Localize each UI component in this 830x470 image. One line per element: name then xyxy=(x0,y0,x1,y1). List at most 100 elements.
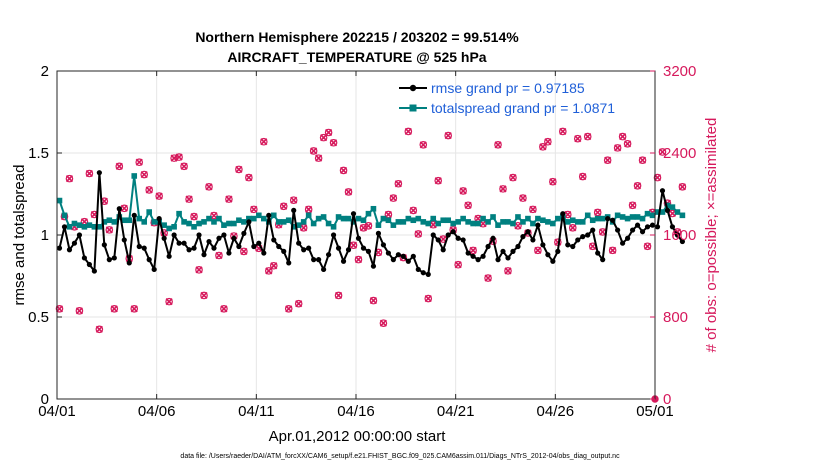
totalspread-point xyxy=(495,222,501,228)
rmse-point xyxy=(261,250,267,256)
rmse-point xyxy=(176,240,182,246)
rmse-point xyxy=(126,260,132,266)
obs-assimilated-marker xyxy=(678,183,686,191)
obs-possible-marker xyxy=(444,131,452,140)
rmse-point xyxy=(111,255,117,261)
obs-count-point xyxy=(469,246,477,255)
obs-count-point xyxy=(339,166,348,175)
totalspread-point xyxy=(450,220,456,227)
totalspread-point xyxy=(550,220,556,227)
obs-count-point xyxy=(130,304,139,313)
obs-possible-marker xyxy=(494,141,502,149)
legend-rmse-marker xyxy=(409,84,417,92)
obs-possible-marker xyxy=(195,266,203,274)
obs-count-point xyxy=(364,221,373,230)
obs-possible-marker xyxy=(115,162,124,171)
rmse-point xyxy=(345,247,352,253)
rmse-point xyxy=(286,260,292,266)
obs-possible-marker xyxy=(289,196,298,204)
totalspread-point xyxy=(520,219,526,225)
obs-possible-marker xyxy=(618,132,627,141)
obs-possible-marker xyxy=(344,188,353,196)
obs-assimilated-marker xyxy=(394,180,402,188)
rmse-point xyxy=(585,232,591,238)
totalspread-point xyxy=(644,210,651,217)
totalspread-point xyxy=(191,224,197,230)
obs-count-point xyxy=(155,192,163,200)
rmse-point xyxy=(525,229,531,235)
legend-spread-label: totalspread grand pr = 1.0871 xyxy=(431,100,615,116)
obs-possible-marker xyxy=(85,169,94,178)
obs-count-point xyxy=(658,148,667,156)
obs-assimilated-marker xyxy=(549,178,557,186)
rmse-point xyxy=(639,229,646,235)
rmse-point xyxy=(400,253,406,259)
obs-assimilated-marker xyxy=(614,144,622,152)
obs-assimilated-marker xyxy=(354,256,363,264)
obs-assimilated-marker xyxy=(285,305,293,313)
totalspread-point xyxy=(256,212,262,219)
totalspread-point xyxy=(246,215,252,222)
chart-title-line-1: Northern Hemisphere 202215 / 203202 = 99… xyxy=(195,29,519,45)
obs-assimilated-marker xyxy=(519,194,527,202)
rmse-point xyxy=(465,250,471,256)
obs-count-point xyxy=(329,138,338,147)
rmse-point xyxy=(281,248,287,254)
obs-possible-marker xyxy=(220,304,228,313)
totalspread-point xyxy=(599,215,606,222)
rmse-point xyxy=(555,248,561,254)
rmse-point xyxy=(91,268,97,274)
rmse-point xyxy=(360,245,367,251)
rmse-point xyxy=(256,240,262,246)
rmse-point xyxy=(330,232,337,238)
totalspread-point xyxy=(440,217,447,224)
obs-assimilated-marker xyxy=(240,247,248,255)
obs-count-point xyxy=(379,319,388,327)
obs-assimilated-marker xyxy=(459,187,467,195)
obs-count-point xyxy=(205,183,213,191)
obs-count-point xyxy=(185,195,193,203)
totalspread-point xyxy=(231,220,237,227)
rmse-point xyxy=(545,252,551,258)
rmse-point xyxy=(306,245,312,251)
rmse-point xyxy=(480,253,486,259)
totalspread-point xyxy=(106,217,113,224)
totalspread-point xyxy=(515,214,521,220)
rmse-point xyxy=(674,232,681,238)
rmse-point xyxy=(335,245,342,251)
obs-possible-marker xyxy=(678,183,687,191)
rmse-point xyxy=(86,261,92,268)
obs-count-point xyxy=(245,173,253,182)
obs-possible-marker xyxy=(140,170,149,179)
obs-assimilated-marker xyxy=(145,186,153,194)
totalspread-point xyxy=(470,220,476,227)
totalspread-point xyxy=(196,220,202,227)
totalspread-point xyxy=(131,173,138,179)
totalspread-point xyxy=(221,222,227,228)
rmse-point xyxy=(191,245,197,251)
rmse-point xyxy=(435,237,441,243)
obs-assimilated-marker xyxy=(115,162,123,170)
rmse-point xyxy=(296,240,302,246)
totalspread-point xyxy=(121,217,128,224)
rmse-point xyxy=(266,212,272,218)
obs-count-point xyxy=(618,132,627,141)
obs-assimilated-marker xyxy=(579,173,587,181)
obs-assimilated-marker xyxy=(464,201,472,209)
rmse-point xyxy=(66,247,73,253)
y-right-tick-label: 0 xyxy=(663,391,671,408)
y-axis-left-label: rmse and totalspread xyxy=(11,165,28,306)
rmse-point xyxy=(644,224,651,230)
obs-assimilated-marker xyxy=(344,188,353,196)
obs-count-point xyxy=(573,134,582,143)
totalspread-point xyxy=(629,214,636,220)
obs-count-point xyxy=(394,179,403,188)
rmse-point xyxy=(181,240,187,246)
totalspread-point xyxy=(395,219,402,225)
obs-count-point xyxy=(195,266,203,274)
totalspread-point xyxy=(176,210,182,217)
obs-count-point xyxy=(145,186,153,194)
obs-assimilated-marker xyxy=(270,262,278,270)
obs-possible-marker xyxy=(409,206,418,215)
obs-assimilated-marker xyxy=(155,192,163,200)
